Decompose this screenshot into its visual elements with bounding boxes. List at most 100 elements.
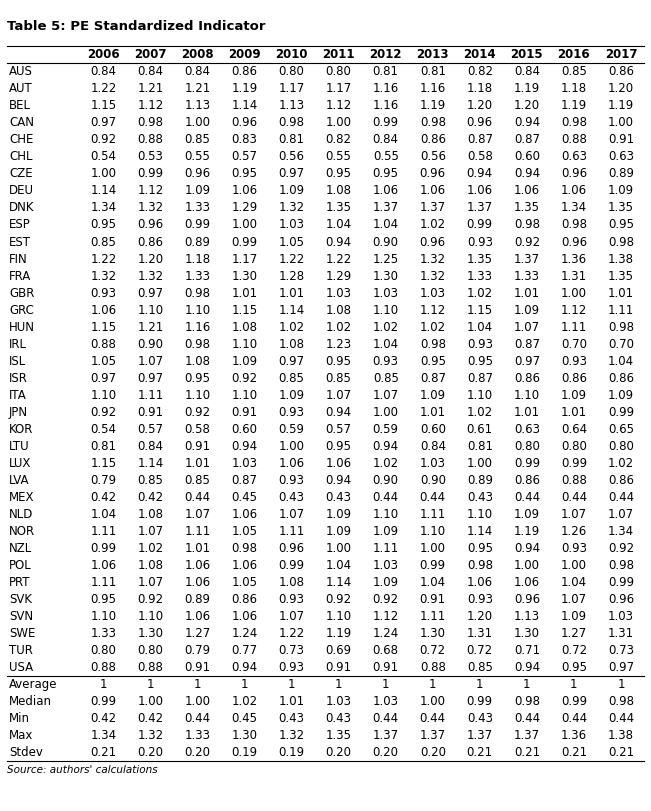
Text: 1.03: 1.03 — [373, 695, 398, 708]
Text: 0.86: 0.86 — [232, 593, 258, 606]
Text: 1.12: 1.12 — [420, 303, 446, 316]
Text: 0.98: 0.98 — [184, 286, 210, 299]
Text: 0.86: 0.86 — [561, 371, 587, 384]
Text: 0.85: 0.85 — [326, 371, 352, 384]
Text: 0.96: 0.96 — [608, 593, 634, 606]
Text: 1.11: 1.11 — [90, 525, 117, 538]
Text: 0.96: 0.96 — [232, 116, 258, 129]
Text: 0.42: 0.42 — [137, 491, 163, 504]
Text: 0.98: 0.98 — [137, 116, 163, 129]
Text: 0.91: 0.91 — [232, 406, 258, 418]
Text: 0.99: 0.99 — [608, 406, 634, 418]
Text: 1.21: 1.21 — [137, 82, 163, 95]
Text: 0.21: 0.21 — [561, 746, 587, 759]
Text: 1.09: 1.09 — [279, 388, 305, 401]
Text: 1.07: 1.07 — [372, 388, 399, 401]
Text: 1.03: 1.03 — [232, 457, 258, 470]
Text: 0.98: 0.98 — [608, 695, 634, 708]
Text: 0.80: 0.80 — [90, 644, 117, 657]
Text: 1.07: 1.07 — [137, 525, 163, 538]
Text: FIN: FIN — [9, 252, 28, 265]
Text: 1.21: 1.21 — [184, 82, 211, 95]
Text: 1.14: 1.14 — [326, 576, 352, 589]
Text: 0.86: 0.86 — [514, 474, 540, 487]
Text: 1.08: 1.08 — [137, 508, 163, 521]
Text: 0.98: 0.98 — [467, 559, 493, 572]
Text: 0.57: 0.57 — [137, 423, 163, 436]
Text: 0.95: 0.95 — [608, 218, 634, 231]
Text: 1: 1 — [570, 678, 577, 691]
Text: 1.10: 1.10 — [137, 610, 163, 623]
Text: 0.43: 0.43 — [326, 712, 352, 725]
Text: 0.80: 0.80 — [608, 440, 634, 453]
Text: 0.89: 0.89 — [184, 593, 210, 606]
Text: 0.85: 0.85 — [467, 661, 493, 674]
Text: 0.93: 0.93 — [279, 474, 305, 487]
Text: 1.35: 1.35 — [467, 252, 493, 265]
Text: 1.00: 1.00 — [373, 406, 398, 418]
Text: 1.20: 1.20 — [137, 252, 163, 265]
Text: 1.06: 1.06 — [514, 576, 540, 589]
Text: 1.01: 1.01 — [232, 286, 258, 299]
Text: 1.10: 1.10 — [232, 337, 258, 350]
Text: 1.13: 1.13 — [279, 99, 305, 112]
Text: 1.31: 1.31 — [608, 627, 634, 640]
Text: 0.97: 0.97 — [608, 661, 634, 674]
Text: 1: 1 — [476, 678, 484, 691]
Text: 0.98: 0.98 — [608, 235, 634, 248]
Text: 0.57: 0.57 — [232, 150, 258, 163]
Text: ESP: ESP — [9, 218, 31, 231]
Text: CHE: CHE — [9, 133, 33, 146]
Text: 0.93: 0.93 — [373, 354, 398, 367]
Text: 1.04: 1.04 — [372, 218, 399, 231]
Text: 1.11: 1.11 — [561, 320, 587, 333]
Text: 0.68: 0.68 — [373, 644, 398, 657]
Text: 0.98: 0.98 — [561, 116, 587, 129]
Text: 1.00: 1.00 — [467, 457, 493, 470]
Text: 0.94: 0.94 — [467, 167, 493, 180]
Text: 1.11: 1.11 — [608, 303, 634, 316]
Text: 1.06: 1.06 — [184, 559, 210, 572]
Text: SVN: SVN — [9, 610, 33, 623]
Text: 0.94: 0.94 — [326, 406, 352, 418]
Text: 0.81: 0.81 — [467, 440, 493, 453]
Text: 2017: 2017 — [605, 48, 637, 62]
Text: 1.12: 1.12 — [326, 99, 352, 112]
Text: 0.80: 0.80 — [561, 440, 587, 453]
Text: 0.43: 0.43 — [279, 491, 305, 504]
Text: NOR: NOR — [9, 525, 35, 538]
Text: 1.16: 1.16 — [420, 82, 446, 95]
Text: 0.20: 0.20 — [184, 746, 210, 759]
Text: LVA: LVA — [9, 474, 29, 487]
Text: 0.85: 0.85 — [279, 371, 305, 384]
Text: 0.72: 0.72 — [561, 644, 587, 657]
Text: 1.22: 1.22 — [90, 252, 117, 265]
Text: 0.88: 0.88 — [137, 133, 163, 146]
Text: 0.44: 0.44 — [420, 491, 446, 504]
Text: 1.09: 1.09 — [514, 303, 540, 316]
Text: 1.00: 1.00 — [326, 542, 352, 555]
Text: 0.96: 0.96 — [561, 167, 587, 180]
Text: 0.55: 0.55 — [326, 150, 352, 163]
Text: 0.98: 0.98 — [279, 116, 305, 129]
Text: 1.07: 1.07 — [279, 610, 305, 623]
Text: 0.84: 0.84 — [420, 440, 446, 453]
Text: 0.60: 0.60 — [514, 150, 540, 163]
Text: 1.10: 1.10 — [467, 508, 493, 521]
Text: 1.37: 1.37 — [467, 729, 493, 742]
Text: 0.99: 0.99 — [514, 457, 540, 470]
Text: 0.83: 0.83 — [232, 133, 258, 146]
Text: 1.07: 1.07 — [326, 388, 352, 401]
Text: 0.20: 0.20 — [373, 746, 398, 759]
Text: 1.21: 1.21 — [137, 320, 163, 333]
Text: 1.18: 1.18 — [467, 82, 493, 95]
Text: 1.01: 1.01 — [420, 406, 446, 418]
Text: 0.91: 0.91 — [372, 661, 399, 674]
Text: 1: 1 — [617, 678, 625, 691]
Text: 1.08: 1.08 — [326, 303, 352, 316]
Text: 1.09: 1.09 — [514, 508, 540, 521]
Text: 1.34: 1.34 — [90, 201, 117, 214]
Text: 1.10: 1.10 — [372, 508, 399, 521]
Text: 0.95: 0.95 — [184, 371, 210, 384]
Text: 1.01: 1.01 — [279, 695, 305, 708]
